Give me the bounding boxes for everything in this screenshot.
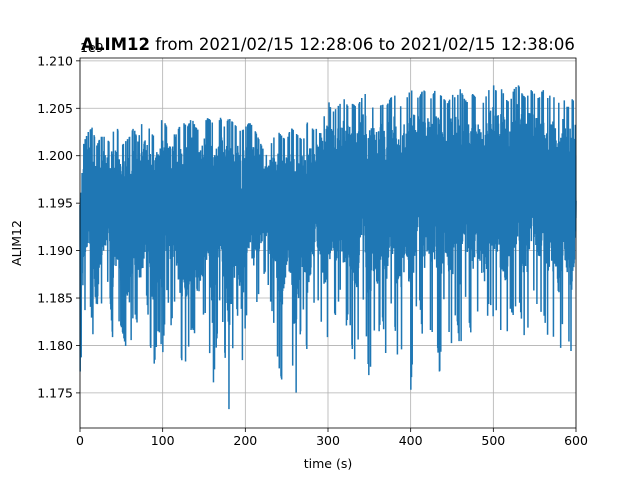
offset-label: 1e9 [80, 40, 104, 55]
y-axis: 1.175 1.180 1.185 1.190 1.195 1.200 1.205 1.210 [37, 53, 80, 400]
x-tick-label: 0 [76, 433, 84, 448]
x-tick-label: 300 [316, 433, 340, 448]
x-tick-label: 400 [399, 433, 423, 448]
x-tick-label: 100 [151, 433, 175, 448]
chart-title-bold: ALIM12 [81, 35, 150, 54]
y-tick-label: 1.185 [37, 291, 73, 306]
y-tick-label: 1.200 [37, 148, 73, 163]
y-tick-label: 1.210 [37, 53, 73, 68]
x-tick-label: 500 [481, 433, 505, 448]
y-axis-label: ALIM12 [9, 220, 24, 266]
y-tick-label: 1.190 [37, 243, 73, 258]
y-tick-label: 1.195 [37, 196, 73, 211]
y-tick-label: 1.175 [37, 385, 73, 400]
x-tick-label: 200 [233, 433, 257, 448]
y-tick-label: 1.180 [37, 338, 73, 353]
chart-title: ALIM12 from 2021/02/15 12:28:06 to 2021/… [81, 35, 575, 54]
series-layer [79, 85, 577, 410]
x-axis-label: time (s) [304, 456, 352, 471]
x-axis: 0 100 200 300 400 500 600 [76, 428, 588, 448]
x-tick-label: 600 [564, 433, 588, 448]
series-line [79, 85, 577, 410]
y-tick-label: 1.205 [37, 101, 73, 116]
chart-title-rest: from 2021/02/15 12:28:06 to 2021/02/15 1… [150, 35, 575, 54]
